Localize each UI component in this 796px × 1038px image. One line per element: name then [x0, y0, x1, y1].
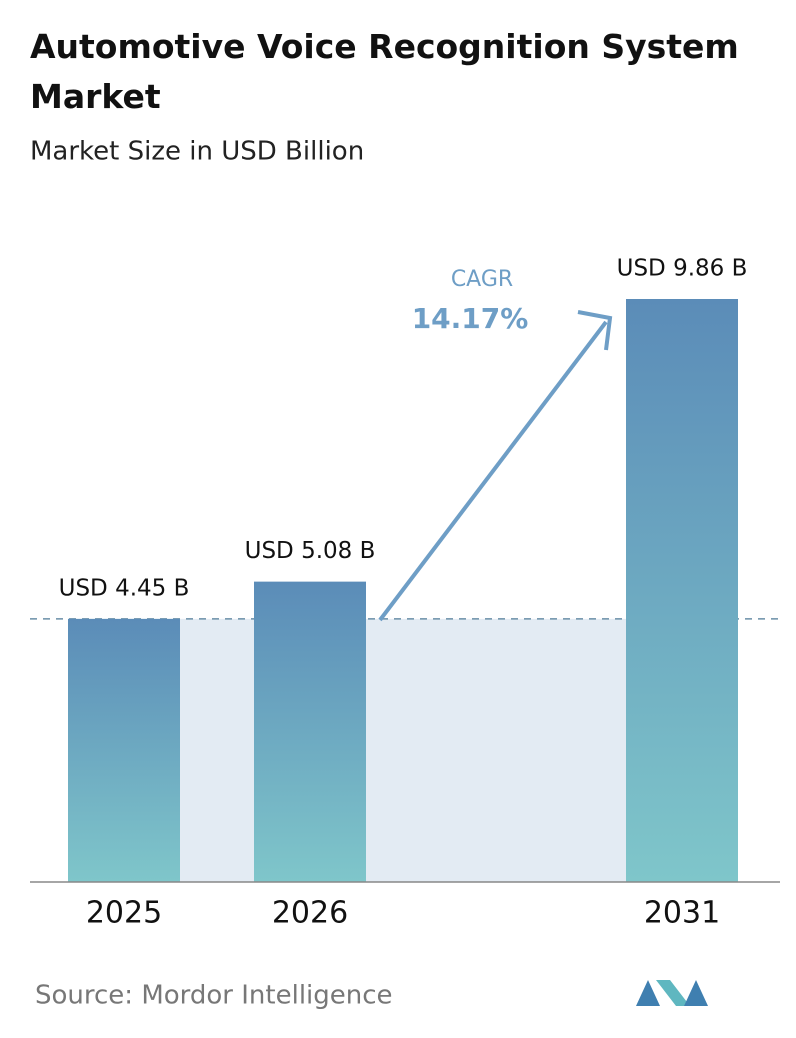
x-tick-label: 2025	[86, 896, 162, 931]
bar	[626, 299, 738, 882]
value-label: USD 9.86 B	[617, 256, 748, 282]
cagr-arrowhead	[577, 310, 613, 351]
cagr-value: 14.17%	[412, 302, 529, 335]
chart-subtitle: Market Size in USD Billion	[30, 137, 364, 167]
bar	[68, 618, 180, 882]
cagr-label: CAGR	[451, 267, 513, 292]
x-tick-label: 2026	[272, 896, 348, 931]
bar	[254, 581, 366, 882]
value-label: USD 5.08 B	[245, 538, 376, 564]
logo	[636, 980, 708, 1006]
value-label: USD 4.45 B	[59, 575, 190, 601]
chart-title: Automotive Voice Recognition System Marke…	[30, 27, 739, 116]
cagr-arrow	[378, 320, 608, 622]
x-tick-label: 2031	[644, 896, 720, 931]
source: Source: Mordor Intelligence	[35, 981, 393, 1011]
